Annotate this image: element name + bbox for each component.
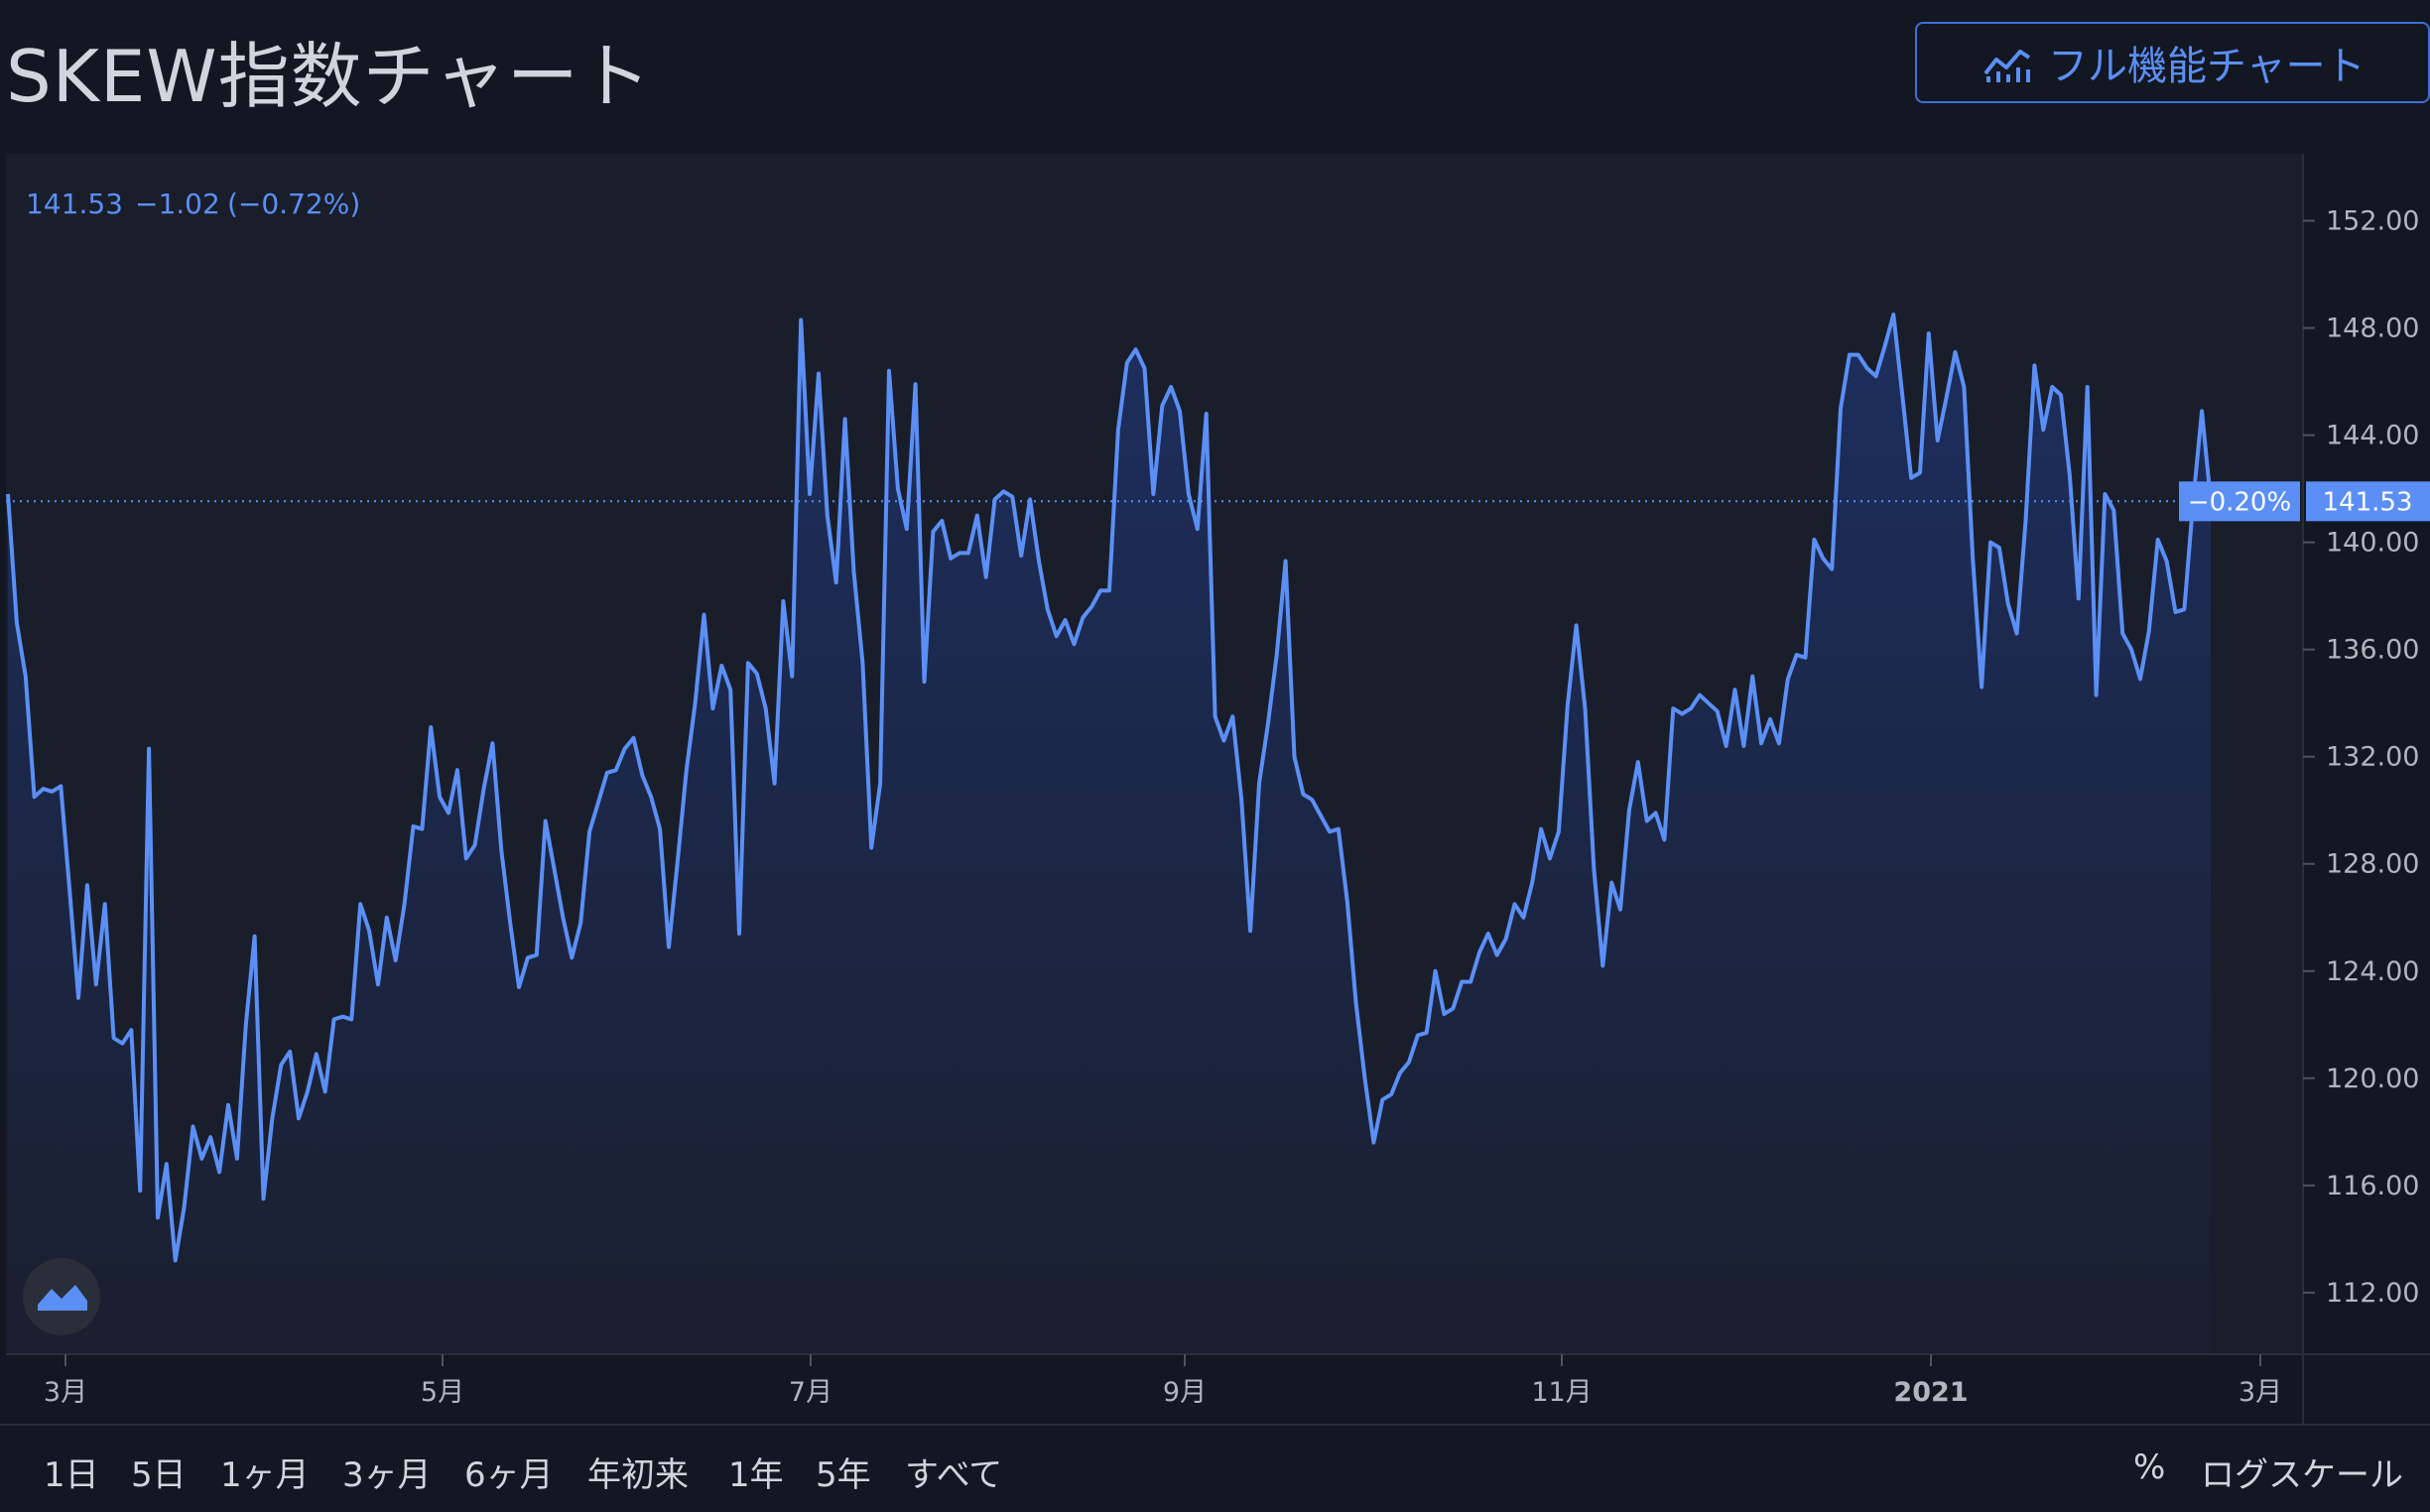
series-line xyxy=(6,313,2213,1263)
pct-marker-box xyxy=(2179,481,2300,522)
timeframe-1d[interactable]: 1日 xyxy=(44,1455,99,1495)
timeframe-1m[interactable]: 1ヶ月 xyxy=(220,1455,310,1495)
timeframe-ytd[interactable]: 年初来 xyxy=(587,1455,689,1495)
price-chart[interactable]: 112.00 116.00 120.00 124.00 128.00 132.00 136.… xyxy=(6,154,2430,1424)
legend-change: −1.02 xyxy=(135,188,220,220)
x-tick-label: 2021 xyxy=(1893,1377,1968,1408)
percent-scale-toggle[interactable]: % xyxy=(2133,1448,2166,1487)
timeframe-3m[interactable]: 3ヶ月 xyxy=(342,1455,432,1495)
tradingview-logo-icon[interactable] xyxy=(23,1258,100,1335)
chart-line-icon xyxy=(1983,50,2031,82)
x-tick-label: 11月 xyxy=(1531,1377,1592,1408)
y-tick-label: 128.00 xyxy=(2326,849,2419,880)
full-chart-button[interactable]: フル機能チャート xyxy=(1915,22,2430,103)
y-tick-label: 124.00 xyxy=(2326,956,2419,987)
x-tick-label: 7月 xyxy=(789,1377,832,1408)
y-tick-label: 152.00 xyxy=(2326,206,2419,237)
x-tick-label: 3月 xyxy=(44,1377,87,1408)
y-tick-label: 144.00 xyxy=(2326,421,2419,451)
pct-marker-label: −0.20% xyxy=(2188,487,2291,517)
timeframe-bar: 1日 5日 1ヶ月 3ヶ月 6ヶ月 年初来 1年 5年 すべて % ログスケール xyxy=(0,1424,2430,1512)
series-area xyxy=(8,315,2211,1355)
log-scale-toggle[interactable]: ログスケール xyxy=(2201,1455,2403,1495)
y-tick-label: 136.00 xyxy=(2326,635,2419,666)
timeframe-5d[interactable]: 5日 xyxy=(131,1455,187,1495)
legend-change-pct: (−0.72%) xyxy=(227,188,360,220)
y-tick-label: 112.00 xyxy=(2326,1278,2419,1309)
x-tick-label: 5月 xyxy=(421,1377,464,1408)
last-price-marker-label: 141.53 xyxy=(2323,487,2413,517)
page-title: SKEW指数チャート xyxy=(6,35,652,118)
price-marker: −0.20% 141.53 xyxy=(2179,481,2430,522)
x-tick-label: 9月 xyxy=(1163,1377,1207,1408)
timeframe-5y[interactable]: 5年 xyxy=(816,1455,871,1495)
y-tick-label: 120.00 xyxy=(2326,1064,2419,1094)
y-tick-label: 116.00 xyxy=(2326,1171,2419,1201)
last-price-marker-box xyxy=(2306,481,2430,522)
timeframe-1y[interactable]: 1年 xyxy=(728,1455,784,1495)
timeframe-6m[interactable]: 6ヶ月 xyxy=(464,1455,554,1495)
x-tick-label: 3月 xyxy=(2238,1377,2282,1408)
legend-price: 141.53 xyxy=(26,188,123,220)
chart-area[interactable]: 112.00 116.00 120.00 124.00 128.00 132.00 136.… xyxy=(6,154,2430,1424)
y-tick-label: 148.00 xyxy=(2326,314,2419,344)
y-tick-label: 132.00 xyxy=(2326,742,2419,773)
full-chart-button-label: フル機能チャート xyxy=(2048,44,2366,89)
timeframe-all[interactable]: すべて xyxy=(905,1455,1003,1495)
y-tick-label: 140.00 xyxy=(2326,528,2419,559)
